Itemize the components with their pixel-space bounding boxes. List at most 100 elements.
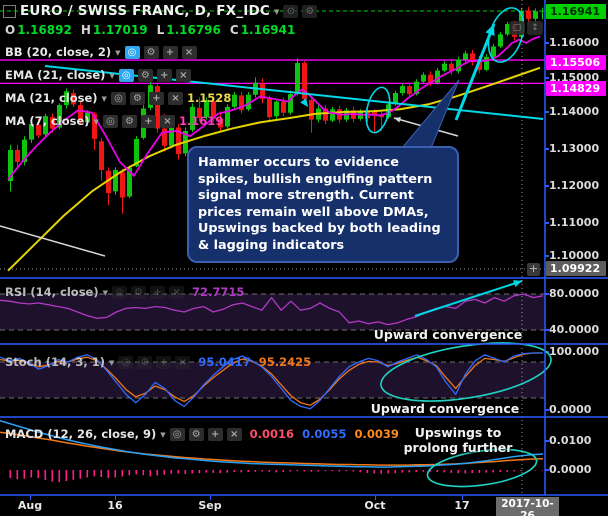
price-tick-plain: 0.0000: [549, 403, 592, 416]
chart-select-checkbox[interactable]: [3, 4, 16, 18]
chevron-down-icon[interactable]: ▼: [115, 49, 121, 57]
macd-histogram-bar: [142, 470, 145, 476]
candle-body: [442, 63, 447, 71]
plus-icon[interactable]: +: [140, 114, 156, 128]
rsi-legend[interactable]: RSI (14, close) ▼ ◎ ⚙ + × 72.7715: [5, 285, 244, 299]
eye-icon[interactable]: ◎: [169, 427, 185, 441]
indicator-row-4[interactable]: MA (7, close) ▼ ◎ ⚙ + × 1.1619: [5, 114, 223, 128]
candle-body: [225, 106, 230, 127]
close-icon[interactable]: ×: [226, 427, 242, 441]
candle-body: [64, 91, 69, 106]
vertical-scale-icon[interactable]: ↕: [527, 21, 543, 35]
eye-icon[interactable]: ◎: [112, 285, 128, 299]
macd-legend[interactable]: MACD (12, 26, close, 9) ▼ ◎ ⚙ + × 0.0016 0.0055…: [5, 427, 399, 441]
macd-histogram-bar: [72, 470, 75, 480]
close-icon[interactable]: ×: [175, 355, 191, 369]
plus-icon[interactable]: +: [162, 45, 178, 59]
chevron-down-icon[interactable]: ▼: [109, 72, 115, 80]
analysis-callout[interactable]: Hammer occurs to evidence spikes, bullis…: [187, 146, 459, 263]
candle-body: [491, 46, 496, 57]
pane-value: 72.7715: [192, 285, 245, 299]
macd-histogram-bar: [44, 470, 47, 480]
candle-body: [22, 139, 27, 163]
plus-icon[interactable]: +: [150, 285, 166, 299]
chevron-down-icon[interactable]: ▼: [93, 118, 99, 126]
macd-histogram-bar: [408, 470, 411, 473]
macd-histogram-bar: [282, 470, 285, 473]
indicator-row-2[interactable]: EMA (21, close) ▼ ◎ ⚙ + ×: [5, 68, 191, 82]
gear-icon[interactable]: ⚙: [188, 427, 204, 441]
macd-histogram-bar: [317, 470, 320, 472]
macd-histogram-bar: [380, 470, 383, 474]
close-icon[interactable]: ×: [159, 114, 175, 128]
macd-histogram-bar: [37, 470, 40, 479]
snapshot-icon[interactable]: ⊙: [283, 4, 299, 18]
eye-icon[interactable]: ◎: [124, 45, 140, 59]
axis-tick-mark: [545, 185, 549, 187]
macd-line: [0, 419, 544, 468]
indicator-row-1[interactable]: BB (20, close, 2) ▼ ◎ ⚙ + ×: [5, 45, 197, 59]
eye-icon[interactable]: ◎: [118, 355, 134, 369]
ma7-line: [7, 35, 541, 180]
annotation-arrow: [414, 280, 523, 317]
time-axis[interactable]: Aug 16 Sep Oct 17 2017-10-26: [0, 495, 608, 516]
plus-icon[interactable]: +: [148, 91, 164, 105]
candle-body: [393, 93, 398, 105]
plus-icon[interactable]: +: [156, 68, 172, 82]
pane-value: 0.0055: [302, 427, 347, 441]
gear-icon[interactable]: ⚙: [143, 45, 159, 59]
eye-icon[interactable]: ◎: [110, 91, 126, 105]
candle-body: [470, 53, 475, 62]
candle-body: [78, 105, 83, 122]
gear-icon[interactable]: ⚙: [121, 114, 137, 128]
gear-icon[interactable]: ⚙: [129, 91, 145, 105]
candle-body: [323, 108, 328, 121]
candle-body: [71, 93, 76, 105]
add-alert-plus-icon[interactable]: +: [527, 262, 540, 276]
eye-icon[interactable]: ◎: [102, 114, 118, 128]
candle-body: [407, 86, 412, 95]
chevron-down-icon[interactable]: ▼: [108, 359, 115, 367]
annotation-line: [0, 225, 106, 257]
price-axis[interactable]: 1.16941 1.16000 1.15000 1.15506 1.14829 1.140…: [545, 0, 608, 495]
close-icon[interactable]: ×: [181, 45, 197, 59]
restore-chart-icon[interactable]: ▢: [509, 21, 525, 35]
candle-body: [127, 167, 132, 197]
indicator-row-3[interactable]: MA (21, close) ▼ ◎ ⚙ + × 1.1528: [5, 91, 231, 105]
plus-icon[interactable]: +: [207, 427, 223, 441]
candle-body: [29, 124, 34, 140]
settings-icon[interactable]: ⚙: [302, 4, 318, 18]
macd-histogram-bar: [310, 470, 313, 472]
chevron-down-icon[interactable]: ▼: [160, 431, 166, 439]
stoch-k-line: [0, 352, 543, 410]
macd-histogram-bar: [359, 470, 362, 473]
candle-body: [281, 101, 286, 113]
gear-icon[interactable]: ⚙: [131, 285, 147, 299]
close-icon[interactable]: ×: [169, 285, 185, 299]
chevron-down-icon[interactable]: ▼: [101, 95, 107, 103]
eye-icon[interactable]: ◎: [118, 68, 134, 82]
symbol-title[interactable]: EURO / SWISS FRANC, D, FX_IDC: [20, 3, 271, 19]
gear-icon[interactable]: ⚙: [137, 68, 153, 82]
chevron-down-icon[interactable]: ▼: [102, 289, 109, 297]
plus-icon[interactable]: +: [156, 355, 172, 369]
price-tick-plain: 80.0000: [549, 287, 600, 300]
macd-histogram-bar: [247, 470, 250, 473]
axis-tick-mark: [545, 409, 549, 411]
macd-histogram-bar: [443, 470, 446, 473]
gear-icon[interactable]: ⚙: [137, 355, 153, 369]
annotation-arrow: [454, 23, 496, 121]
macd-histogram-bar: [93, 470, 96, 477]
price-tick-plain: 1.11000: [549, 216, 600, 229]
stoch-legend[interactable]: Stoch (14, 3, 1) ▼ ◎ ⚙ + × 95.0417 95.2425: [5, 355, 311, 369]
candle-body: [204, 99, 209, 118]
chevron-down-icon[interactable]: ▼: [274, 8, 280, 16]
candle-body: [211, 100, 216, 119]
close-icon[interactable]: ×: [175, 68, 191, 82]
candle-body: [428, 74, 433, 83]
pane-label: Stoch (14, 3, 1): [5, 355, 105, 369]
candle-body: [309, 99, 314, 120]
close-icon[interactable]: ×: [167, 91, 183, 105]
